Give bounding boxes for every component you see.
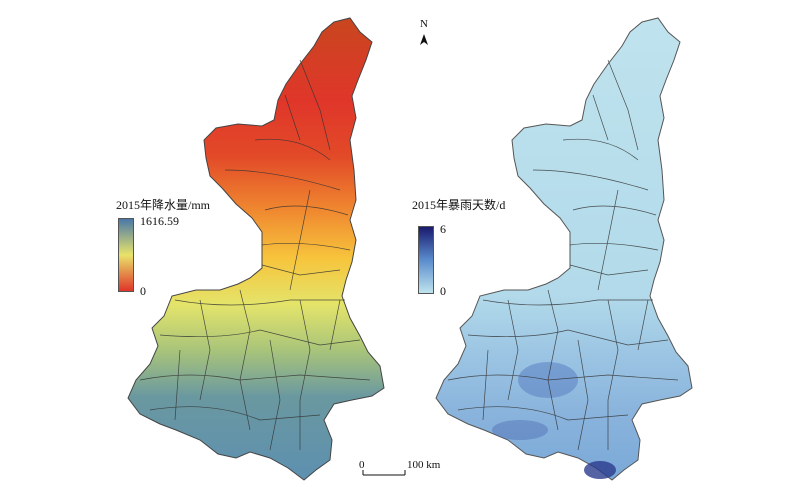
storm-legend-max: 6: [440, 222, 446, 236]
scale-start-label: 0: [359, 459, 365, 471]
storm-legend-bar: [418, 226, 434, 294]
precipitation-legend-bar: [118, 218, 134, 292]
precipitation-map: [127, 17, 385, 481]
storm-legend-min: 0: [440, 284, 446, 298]
scale-bar: [362, 470, 406, 476]
province-outline-left: [127, 17, 385, 481]
storm-legend-title: 2015年暴雨天数/d: [412, 198, 506, 212]
scale-end-label: 100 km: [407, 459, 441, 471]
precipitation-legend-max: 1616.59: [140, 214, 179, 228]
north-label: N: [420, 18, 428, 30]
precipitation-legend-title: 2015年降水量/mm: [116, 198, 211, 212]
north-arrow-icon: [420, 34, 428, 45]
precipitation-legend-min: 0: [140, 284, 146, 298]
storm-days-map: [435, 17, 693, 481]
province-outline-right: [435, 17, 693, 481]
